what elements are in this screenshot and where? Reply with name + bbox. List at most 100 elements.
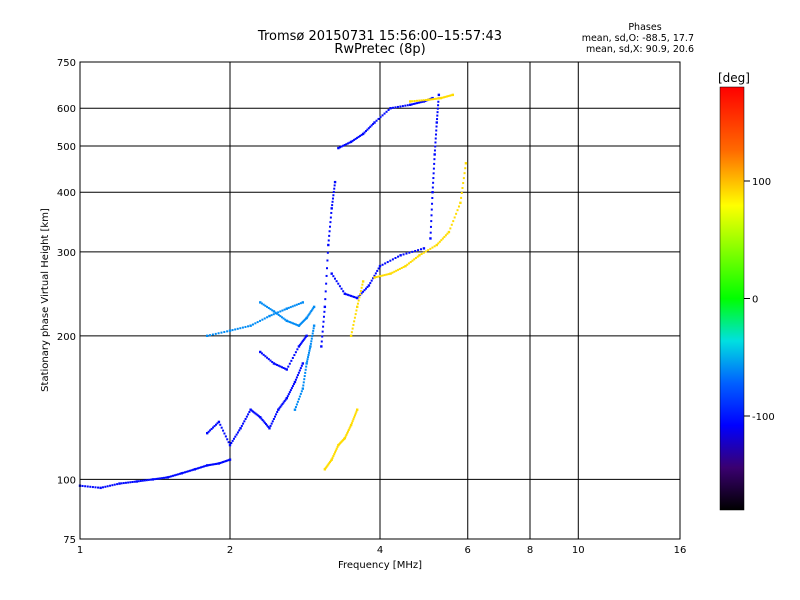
data-point xyxy=(373,276,376,279)
data-point xyxy=(124,481,127,484)
data-point xyxy=(227,441,230,444)
data-point xyxy=(168,475,171,478)
data-point xyxy=(434,137,437,140)
data-point xyxy=(135,480,138,483)
data-point xyxy=(349,425,352,428)
data-point xyxy=(222,429,225,432)
data-point xyxy=(409,103,412,107)
data-point xyxy=(332,190,335,193)
data-point xyxy=(351,327,354,330)
data-point xyxy=(348,294,351,297)
data-point xyxy=(294,378,297,381)
data-point xyxy=(254,322,257,325)
data-point xyxy=(305,334,308,338)
data-point xyxy=(180,472,183,475)
data-point xyxy=(331,197,334,200)
data-point xyxy=(281,309,284,312)
data-point xyxy=(137,480,140,483)
data-point xyxy=(379,116,382,119)
data-point xyxy=(297,398,300,401)
data-point xyxy=(416,99,419,102)
data-point xyxy=(274,363,277,366)
data-point xyxy=(333,453,336,456)
data-point xyxy=(375,119,378,122)
data-point xyxy=(428,98,431,101)
data-point xyxy=(400,266,403,269)
data-point xyxy=(306,358,309,361)
data-point xyxy=(374,272,377,275)
y-tick-label: 400 xyxy=(57,188,76,199)
data-point xyxy=(414,102,417,105)
data-point xyxy=(282,366,285,369)
data-point xyxy=(457,205,460,208)
data-point xyxy=(310,337,313,340)
data-point xyxy=(421,100,424,103)
data-point xyxy=(355,408,359,411)
data-point xyxy=(327,239,330,242)
data-point xyxy=(279,310,282,313)
data-point xyxy=(116,483,119,486)
data-point xyxy=(329,225,332,228)
data-point xyxy=(266,316,269,319)
data-point xyxy=(271,361,274,364)
data-point xyxy=(434,145,437,148)
chart-title: Tromsø 20150731 15:56:00–15:57:43 xyxy=(257,29,502,44)
data-point xyxy=(361,280,365,283)
data-point xyxy=(322,325,325,328)
data-point xyxy=(453,216,456,219)
data-point xyxy=(432,172,435,175)
data-point xyxy=(303,378,306,381)
data-point xyxy=(406,104,409,107)
data-point xyxy=(224,460,227,463)
data-point xyxy=(330,207,333,210)
data-point xyxy=(452,220,455,223)
data-point xyxy=(294,351,297,354)
data-point xyxy=(434,133,437,136)
data-point xyxy=(293,322,296,325)
data-point xyxy=(430,214,433,217)
data-point xyxy=(408,251,411,254)
data-point xyxy=(448,94,451,97)
data-point xyxy=(238,429,241,432)
data-point xyxy=(205,431,209,435)
data-point xyxy=(195,467,198,470)
data-point xyxy=(281,402,284,405)
data-point xyxy=(299,367,302,370)
data-point xyxy=(163,476,166,479)
data-point xyxy=(254,412,257,415)
data-point xyxy=(332,194,335,197)
data-point xyxy=(293,354,296,357)
data-point xyxy=(381,263,384,266)
data-point xyxy=(296,348,299,351)
data-point xyxy=(346,430,349,433)
x-tick-label: 4 xyxy=(377,545,383,556)
data-point xyxy=(207,464,210,467)
data-point xyxy=(387,273,390,276)
data-point xyxy=(385,110,388,113)
data-point xyxy=(397,255,400,258)
data-point xyxy=(291,322,294,325)
data-point xyxy=(325,274,328,277)
data-point xyxy=(422,99,425,102)
data-point xyxy=(306,360,309,363)
data-point xyxy=(287,306,290,309)
data-point xyxy=(217,332,220,335)
data-point xyxy=(378,264,382,268)
data-point xyxy=(299,392,302,395)
data-point xyxy=(431,191,434,194)
plot-border xyxy=(79,61,681,540)
data-point xyxy=(396,105,399,108)
data-point xyxy=(429,231,432,234)
data-point xyxy=(279,365,282,368)
data-point xyxy=(350,331,353,334)
data-point xyxy=(155,477,158,480)
data-point xyxy=(443,235,446,238)
data-point xyxy=(272,313,275,316)
data-point xyxy=(381,114,384,117)
data-point xyxy=(389,107,392,110)
data-point xyxy=(381,274,384,277)
data-point xyxy=(301,301,305,304)
data-point xyxy=(391,258,394,261)
data-point xyxy=(402,253,405,256)
data-point xyxy=(312,327,315,330)
